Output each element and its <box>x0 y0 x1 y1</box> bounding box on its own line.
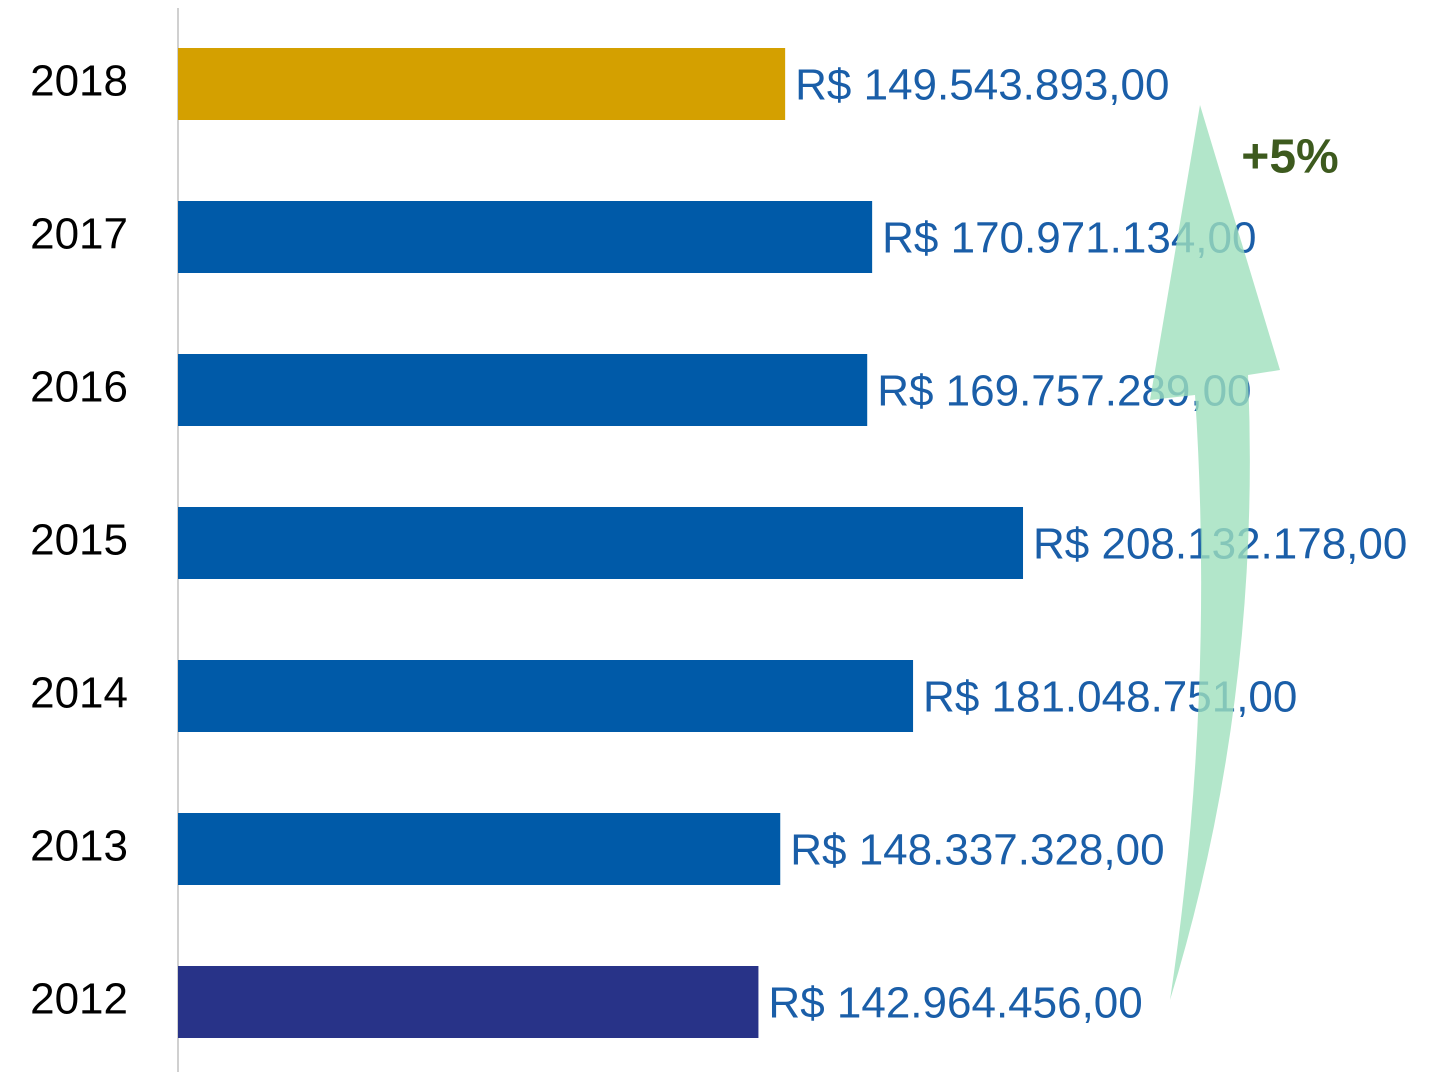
growth-arrow <box>1150 105 1280 1000</box>
bar <box>178 660 914 732</box>
category-label: 2015 <box>30 516 128 565</box>
category-label: 2012 <box>30 975 128 1024</box>
category-label: 2016 <box>30 363 128 412</box>
category-label: 2014 <box>30 669 128 718</box>
bar <box>178 966 759 1038</box>
category-label: 2013 <box>30 822 128 871</box>
bar <box>178 813 781 885</box>
category-label: 2017 <box>30 210 128 259</box>
category-label: 2018 <box>30 57 128 106</box>
value-label: R$ 181.048.751,00 <box>923 673 1297 722</box>
value-label: R$ 148.337.328,00 <box>790 826 1164 875</box>
annotation: +5% <box>1241 131 1338 184</box>
bar <box>178 354 868 426</box>
bar <box>178 48 786 120</box>
value-label: R$ 142.964.456,00 <box>768 979 1142 1028</box>
bar <box>178 201 873 273</box>
bar <box>178 507 1024 579</box>
value-label: R$ 149.543.893,00 <box>795 61 1169 110</box>
